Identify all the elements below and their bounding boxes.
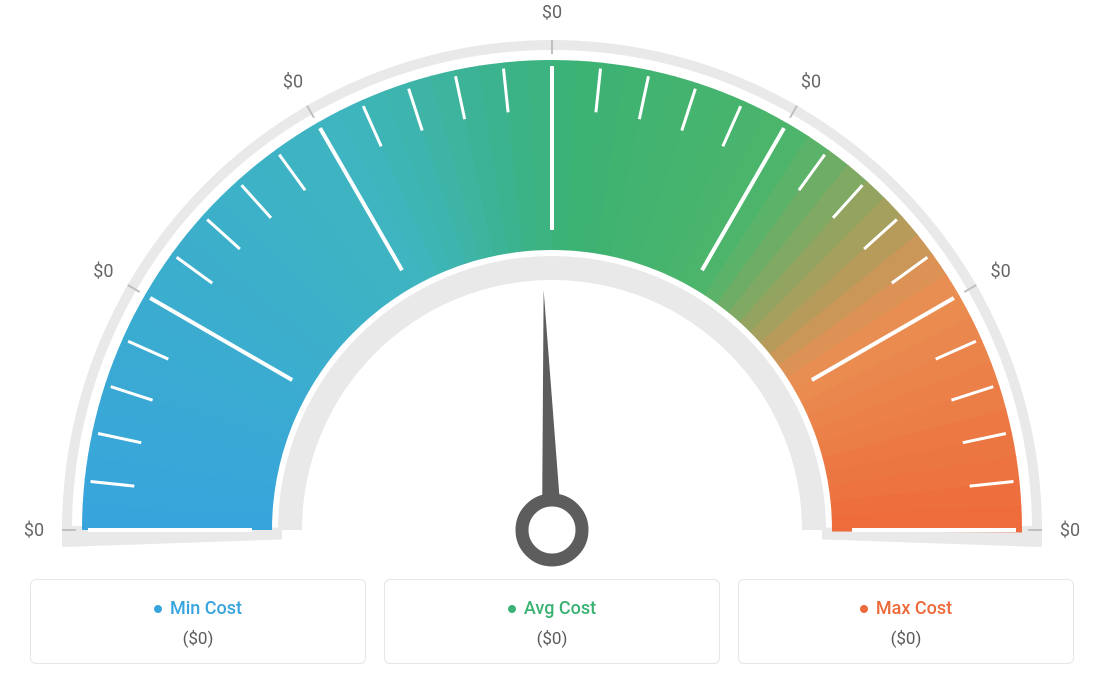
legend-card-max: Max Cost ($0)	[738, 579, 1074, 664]
legend-dot-max	[860, 605, 868, 613]
legend-top-min: Min Cost	[154, 598, 242, 619]
svg-text:$0: $0	[1060, 520, 1080, 541]
legend-label-max: Max Cost	[876, 598, 952, 619]
gauge-svg: $0 $0 $0 $0 $0 $0 $0	[22, 5, 1082, 575]
svg-text:$0: $0	[542, 5, 562, 23]
legend-card-min: Min Cost ($0)	[30, 579, 366, 664]
svg-text:$0: $0	[24, 520, 44, 541]
legend-top-avg: Avg Cost	[508, 598, 596, 619]
legend-value-min: ($0)	[183, 629, 214, 649]
legend-top-max: Max Cost	[860, 598, 952, 619]
legend-value-avg: ($0)	[537, 629, 568, 649]
svg-text:$0: $0	[990, 261, 1010, 282]
cost-gauge-chart: $0 $0 $0 $0 $0 $0 $0 Min Cost ($0) Avg Cost ($…	[0, 0, 1104, 690]
gauge-group: $0 $0 $0 $0 $0 $0 $0	[24, 5, 1080, 560]
svg-text:$0: $0	[801, 71, 821, 92]
legend-dot-avg	[508, 605, 516, 613]
gauge-area: $0 $0 $0 $0 $0 $0 $0	[0, 0, 1104, 579]
legend-label-avg: Avg Cost	[524, 598, 596, 619]
legend-row: Min Cost ($0) Avg Cost ($0) Max Cost ($0…	[0, 579, 1104, 690]
svg-text:$0: $0	[283, 71, 303, 92]
legend-label-min: Min Cost	[170, 598, 242, 619]
legend-card-avg: Avg Cost ($0)	[384, 579, 720, 664]
svg-text:$0: $0	[93, 261, 113, 282]
legend-value-max: ($0)	[891, 629, 922, 649]
legend-dot-min	[154, 605, 162, 613]
